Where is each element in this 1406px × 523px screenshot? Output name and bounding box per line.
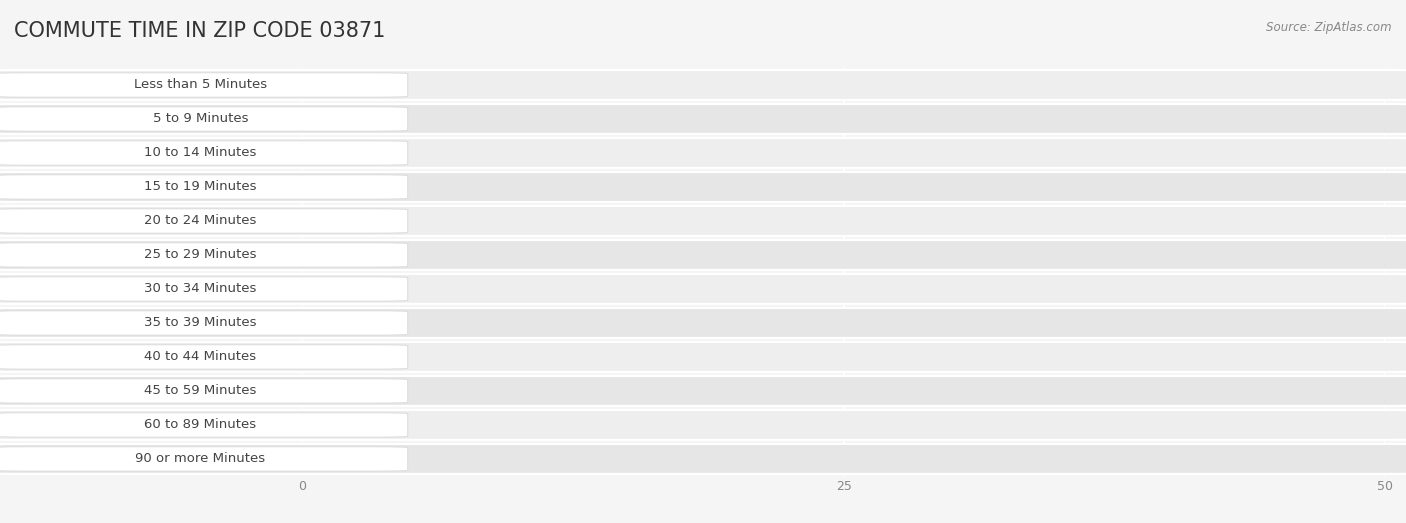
Text: 0: 0 (352, 384, 360, 397)
FancyBboxPatch shape (0, 172, 1406, 202)
Text: 32: 32 (1007, 146, 1021, 160)
FancyBboxPatch shape (0, 240, 1406, 270)
Text: 40 to 44 Minutes: 40 to 44 Minutes (145, 350, 256, 363)
FancyBboxPatch shape (0, 141, 408, 165)
FancyBboxPatch shape (0, 175, 408, 199)
Text: 0: 0 (352, 282, 360, 295)
FancyBboxPatch shape (0, 73, 408, 97)
FancyBboxPatch shape (302, 311, 342, 335)
FancyBboxPatch shape (0, 70, 1406, 100)
Text: 10 to 14 Minutes: 10 to 14 Minutes (145, 146, 256, 160)
Text: 10: 10 (530, 78, 544, 92)
Text: 35 to 39 Minutes: 35 to 39 Minutes (143, 316, 257, 329)
FancyBboxPatch shape (0, 138, 1406, 168)
FancyBboxPatch shape (302, 243, 1385, 267)
Text: 50: 50 (1358, 248, 1374, 262)
FancyBboxPatch shape (302, 447, 342, 471)
FancyBboxPatch shape (0, 345, 408, 369)
FancyBboxPatch shape (0, 104, 1406, 134)
FancyBboxPatch shape (0, 342, 1406, 372)
FancyBboxPatch shape (0, 376, 1406, 406)
FancyBboxPatch shape (0, 277, 408, 301)
FancyBboxPatch shape (0, 209, 408, 233)
Text: 15: 15 (638, 180, 652, 194)
FancyBboxPatch shape (0, 444, 1406, 474)
FancyBboxPatch shape (0, 413, 408, 437)
FancyBboxPatch shape (0, 311, 408, 335)
FancyBboxPatch shape (0, 107, 408, 131)
FancyBboxPatch shape (302, 345, 342, 369)
Text: 30 to 34 Minutes: 30 to 34 Minutes (145, 282, 256, 295)
FancyBboxPatch shape (0, 447, 408, 471)
FancyBboxPatch shape (302, 413, 454, 437)
Text: Source: ZipAtlas.com: Source: ZipAtlas.com (1267, 21, 1392, 34)
Text: 7: 7 (465, 418, 472, 431)
Text: 25 to 29 Minutes: 25 to 29 Minutes (143, 248, 257, 262)
Text: 0: 0 (352, 112, 360, 126)
FancyBboxPatch shape (302, 141, 995, 165)
FancyBboxPatch shape (302, 209, 931, 233)
Text: 0: 0 (352, 452, 360, 465)
Text: 0: 0 (352, 350, 360, 363)
Text: 29: 29 (941, 214, 956, 228)
Text: Less than 5 Minutes: Less than 5 Minutes (134, 78, 267, 92)
FancyBboxPatch shape (302, 277, 342, 301)
FancyBboxPatch shape (302, 107, 342, 131)
FancyBboxPatch shape (0, 410, 1406, 440)
FancyBboxPatch shape (0, 206, 1406, 236)
FancyBboxPatch shape (0, 308, 1406, 338)
Text: 0: 0 (352, 316, 360, 329)
FancyBboxPatch shape (0, 274, 1406, 304)
FancyBboxPatch shape (302, 175, 627, 199)
Text: 90 or more Minutes: 90 or more Minutes (135, 452, 266, 465)
Text: 5 to 9 Minutes: 5 to 9 Minutes (153, 112, 247, 126)
FancyBboxPatch shape (0, 243, 408, 267)
Text: 45 to 59 Minutes: 45 to 59 Minutes (145, 384, 256, 397)
Text: 60 to 89 Minutes: 60 to 89 Minutes (145, 418, 256, 431)
FancyBboxPatch shape (0, 379, 408, 403)
Text: 15 to 19 Minutes: 15 to 19 Minutes (143, 180, 257, 194)
Text: COMMUTE TIME IN ZIP CODE 03871: COMMUTE TIME IN ZIP CODE 03871 (14, 21, 385, 41)
FancyBboxPatch shape (302, 379, 342, 403)
Text: 20 to 24 Minutes: 20 to 24 Minutes (145, 214, 256, 228)
FancyBboxPatch shape (302, 73, 519, 97)
